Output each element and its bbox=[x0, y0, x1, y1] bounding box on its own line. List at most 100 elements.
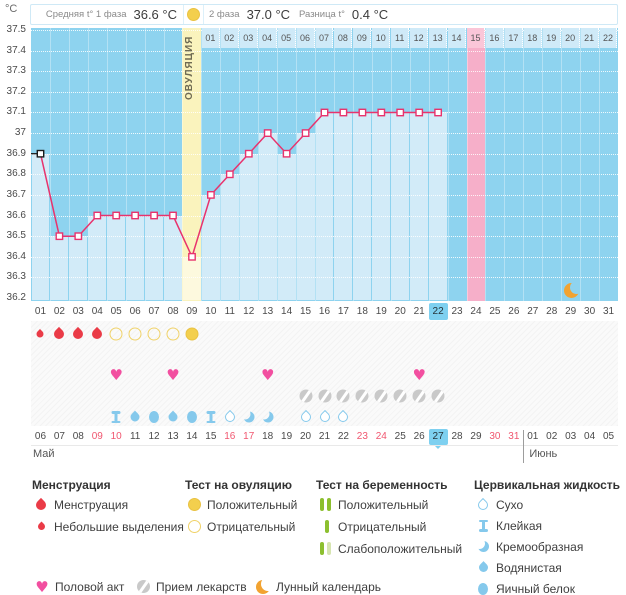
cervical-fluid-icon[interactable] bbox=[128, 410, 142, 424]
cycle-day-cell[interactable]: 23 bbox=[451, 306, 463, 317]
temp-marker[interactable] bbox=[206, 190, 215, 199]
cycle-day-cell[interactable]: 06 bbox=[129, 306, 141, 317]
date-cell[interactable]: 15 bbox=[205, 431, 217, 442]
cycle-day-cell[interactable]: 25 bbox=[489, 306, 501, 317]
medication-icon[interactable] bbox=[412, 389, 426, 403]
cycle-day-cell[interactable]: 13 bbox=[262, 306, 274, 317]
temp-marker[interactable] bbox=[225, 170, 234, 179]
medication-icon[interactable] bbox=[355, 389, 369, 403]
temp-marker[interactable] bbox=[36, 149, 45, 158]
temp-marker[interactable] bbox=[188, 252, 196, 261]
cervical-fluid-icon[interactable] bbox=[206, 411, 216, 423]
date-cell[interactable]: 11 bbox=[129, 431, 141, 442]
ovulation-test-icon[interactable] bbox=[166, 327, 180, 341]
medication-icon[interactable] bbox=[318, 389, 331, 403]
date-cell[interactable]: 29 bbox=[470, 431, 482, 442]
temp-marker[interactable] bbox=[150, 211, 159, 220]
medication-icon[interactable] bbox=[393, 389, 407, 403]
temp-marker[interactable] bbox=[396, 108, 405, 117]
cycle-day-cell[interactable]: 04 bbox=[91, 306, 103, 317]
cycle-day-cell[interactable]: 12 bbox=[243, 306, 255, 317]
cycle-day-cell[interactable]: 16 bbox=[318, 306, 331, 317]
temp-marker[interactable] bbox=[320, 108, 329, 117]
cycle-day-cell[interactable]: 28 bbox=[546, 306, 558, 317]
medication-icon[interactable] bbox=[336, 389, 350, 403]
cycle-day-cell[interactable]: 26 bbox=[508, 306, 520, 317]
date-cell[interactable]: 16 bbox=[224, 431, 236, 442]
date-cell[interactable]: 18 bbox=[262, 431, 274, 442]
temp-marker[interactable] bbox=[55, 232, 64, 241]
intercourse-icon[interactable]: ♥ bbox=[109, 368, 122, 383]
cycle-day-cell[interactable]: 08 bbox=[167, 306, 179, 317]
cycle-day-cell[interactable]: 21 bbox=[413, 306, 425, 317]
date-cell[interactable]: 28 bbox=[451, 431, 463, 442]
date-cell[interactable]: 22 bbox=[337, 431, 349, 442]
cycle-day-cell[interactable]: 20 bbox=[394, 306, 406, 317]
date-cell[interactable]: 13 bbox=[167, 431, 179, 442]
cervical-fluid-icon[interactable] bbox=[336, 409, 351, 425]
date-cell[interactable]: 17 bbox=[243, 431, 255, 442]
temp-marker[interactable] bbox=[282, 149, 291, 158]
cycle-day-cell[interactable]: 05 bbox=[110, 306, 122, 317]
temp-marker[interactable] bbox=[434, 108, 442, 117]
menstruation-icon[interactable] bbox=[35, 329, 46, 339]
cycle-day-cell[interactable]: 18 bbox=[356, 306, 368, 317]
cervical-fluid-icon[interactable] bbox=[111, 411, 121, 423]
medication-icon[interactable] bbox=[299, 389, 313, 403]
date-cell[interactable]: 07 bbox=[53, 431, 65, 442]
date-cell[interactable]: 04 bbox=[584, 431, 596, 442]
cycle-day-cell[interactable]: 30 bbox=[584, 306, 596, 317]
date-cell[interactable]: 21 bbox=[318, 431, 331, 442]
date-cell[interactable]: 01 bbox=[527, 431, 539, 442]
cervical-fluid-icon[interactable] bbox=[149, 411, 160, 423]
ovulation-test-icon[interactable] bbox=[109, 327, 123, 341]
temp-marker[interactable] bbox=[339, 108, 348, 117]
temp-marker[interactable] bbox=[415, 108, 424, 117]
cycle-day-cell[interactable]: 31 bbox=[602, 306, 615, 317]
cycle-day-cell[interactable]: 29 bbox=[565, 306, 577, 317]
date-cell[interactable]: 03 bbox=[565, 431, 577, 442]
date-cell[interactable]: 24 bbox=[375, 431, 387, 442]
date-cell[interactable]: 31 bbox=[508, 431, 520, 442]
date-cell[interactable]: 25 bbox=[394, 431, 406, 442]
date-cell[interactable]: 05 bbox=[602, 431, 615, 442]
cervical-fluid-icon[interactable] bbox=[317, 409, 332, 425]
cervical-fluid-icon[interactable] bbox=[262, 412, 273, 423]
ovulation-test-icon[interactable] bbox=[147, 327, 161, 341]
cycle-day-cell[interactable]: 15 bbox=[299, 306, 312, 317]
cycle-day-cell[interactable]: 14 bbox=[281, 306, 293, 317]
cervical-fluid-icon[interactable] bbox=[243, 412, 254, 423]
date-cell[interactable]: 02 bbox=[546, 431, 558, 442]
menstruation-icon[interactable] bbox=[90, 326, 105, 342]
date-cell[interactable]: 06 bbox=[34, 431, 47, 442]
date-cell[interactable]: 14 bbox=[186, 431, 198, 442]
cycle-day-cell[interactable]: 27 bbox=[527, 306, 539, 317]
cycle-day-cell[interactable]: 22 bbox=[428, 303, 448, 320]
date-cell[interactable]: 23 bbox=[356, 431, 368, 442]
ovulation-test-icon[interactable] bbox=[128, 327, 142, 341]
date-cell[interactable]: 19 bbox=[281, 431, 293, 442]
cervical-fluid-icon[interactable] bbox=[186, 411, 197, 423]
date-cell[interactable]: 08 bbox=[72, 431, 84, 442]
date-cell[interactable]: 12 bbox=[148, 431, 160, 442]
cycle-day-cell[interactable]: 24 bbox=[470, 306, 482, 317]
cycle-day-cell[interactable]: 03 bbox=[72, 306, 84, 317]
medication-icon[interactable] bbox=[431, 389, 445, 403]
temp-marker[interactable] bbox=[131, 211, 140, 220]
cycle-day-cell[interactable]: 01 bbox=[34, 306, 47, 317]
temp-marker[interactable] bbox=[358, 108, 367, 117]
temp-marker[interactable] bbox=[263, 129, 272, 138]
intercourse-icon[interactable]: ♥ bbox=[261, 368, 274, 383]
date-cell[interactable]: 20 bbox=[299, 431, 312, 442]
cycle-day-cell[interactable]: 09 bbox=[186, 306, 198, 317]
ovulation-test-icon[interactable] bbox=[185, 327, 199, 341]
intercourse-icon[interactable]: ♥ bbox=[166, 368, 179, 383]
temp-marker[interactable] bbox=[93, 211, 102, 220]
date-cell[interactable]: 10 bbox=[110, 431, 122, 442]
menstruation-icon[interactable] bbox=[71, 326, 86, 342]
date-cell[interactable]: 09 bbox=[91, 431, 103, 442]
cervical-fluid-icon[interactable] bbox=[298, 409, 313, 425]
temp-marker[interactable] bbox=[377, 108, 386, 117]
intercourse-icon[interactable]: ♥ bbox=[412, 368, 425, 383]
medication-icon[interactable] bbox=[374, 389, 388, 403]
